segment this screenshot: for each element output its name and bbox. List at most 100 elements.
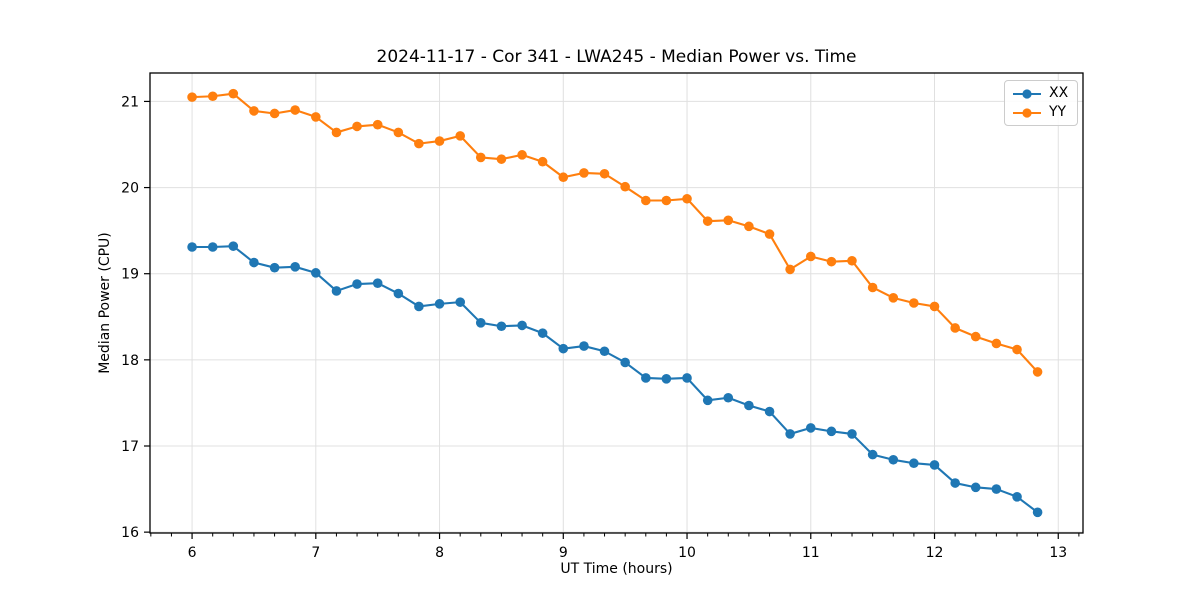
legend-swatch-xx-icon <box>1013 88 1041 99</box>
data-point <box>393 127 404 138</box>
data-point <box>991 338 1002 349</box>
legend: XX YY <box>1004 80 1079 126</box>
x-tick-label: 11 <box>802 545 820 561</box>
data-point <box>661 374 672 384</box>
data-point <box>352 121 362 132</box>
data-point <box>496 321 507 332</box>
x-tick-label: 12 <box>926 545 944 561</box>
data-point <box>352 279 362 289</box>
data-point <box>249 257 259 268</box>
data-point <box>475 318 486 328</box>
data-point <box>847 255 857 266</box>
data-point <box>414 138 424 149</box>
data-point <box>847 429 857 439</box>
data-point <box>620 181 630 192</box>
data-point <box>764 229 775 239</box>
data-point <box>744 221 754 232</box>
x-tick-label: 13 <box>1049 545 1067 561</box>
plot-frame <box>149 72 1084 534</box>
data-point <box>970 482 981 493</box>
x-axis: 6 7 8 9 10 11 12 13 <box>150 533 1080 561</box>
x-tick-label: 10 <box>678 545 696 561</box>
data-point <box>372 119 383 130</box>
data-point <box>1032 507 1043 518</box>
x-tick-label: 9 <box>559 545 568 561</box>
data-point <box>723 215 734 226</box>
legend-item-yy: YY <box>1012 105 1068 120</box>
data-point <box>434 299 445 309</box>
chart-title: 2024-11-17 - Cor 341 - LWA245 - Median P… <box>376 47 857 67</box>
data-point <box>702 395 713 406</box>
data-point <box>888 454 899 465</box>
data-point <box>785 429 795 439</box>
y-tick-label: 19 <box>121 267 139 283</box>
data-point <box>372 278 383 288</box>
data-point <box>579 341 589 351</box>
data-point <box>950 478 960 488</box>
data-point <box>599 346 610 357</box>
data-point <box>537 156 548 167</box>
data-point <box>496 154 507 164</box>
data-point <box>1032 367 1043 377</box>
data-point <box>393 288 404 299</box>
data-point <box>207 242 218 252</box>
data-point <box>290 262 300 272</box>
x-tick-label: 6 <box>188 545 197 561</box>
series-xx <box>187 241 1043 518</box>
y-tick-label: 20 <box>121 181 139 197</box>
data-point <box>434 136 445 146</box>
data-point <box>311 268 321 278</box>
data-point <box>579 168 589 178</box>
data-point <box>682 193 692 204</box>
data-point <box>785 264 795 275</box>
data-point <box>558 172 569 183</box>
data-point <box>826 256 837 267</box>
data-point <box>764 406 775 417</box>
data-point <box>207 91 218 102</box>
x-tick-label: 7 <box>311 545 320 561</box>
data-point <box>682 373 692 383</box>
data-point <box>970 331 981 342</box>
data-point <box>599 168 610 179</box>
data-point <box>867 449 878 460</box>
data-point <box>269 108 280 119</box>
data-point <box>187 242 197 252</box>
y-tick-label: 21 <box>121 94 139 110</box>
y-axis-label: Median Power (CPU) <box>97 232 113 374</box>
y-tick-label: 17 <box>121 439 139 455</box>
data-point <box>228 88 239 99</box>
data-point <box>331 286 342 296</box>
data-point <box>909 458 919 469</box>
data-point <box>929 460 940 470</box>
data-point <box>867 282 878 293</box>
data-point <box>311 112 321 122</box>
data-point <box>805 251 816 262</box>
legend-item-xx: XX <box>1012 86 1068 101</box>
data-point <box>702 216 713 226</box>
y-tick-label: 18 <box>121 353 139 369</box>
data-point <box>888 293 899 303</box>
data-point <box>661 195 672 206</box>
data-point <box>269 262 280 273</box>
data-point <box>641 195 651 206</box>
data-point <box>826 426 837 437</box>
data-point <box>249 106 259 116</box>
data-point <box>228 241 239 251</box>
legend-label-yy: YY <box>1049 104 1067 120</box>
legend-label-xx: XX <box>1049 85 1069 101</box>
data-point <box>290 105 300 115</box>
data-point <box>331 127 342 138</box>
data-point <box>537 328 548 338</box>
data-point <box>991 484 1002 494</box>
data-point <box>620 357 630 368</box>
data-point <box>744 400 754 411</box>
data-point <box>517 150 527 160</box>
data-point <box>723 392 734 403</box>
data-point <box>641 373 651 383</box>
data-point <box>1012 492 1022 502</box>
legend-swatch-yy-icon <box>1013 107 1041 118</box>
data-point <box>1012 344 1022 355</box>
